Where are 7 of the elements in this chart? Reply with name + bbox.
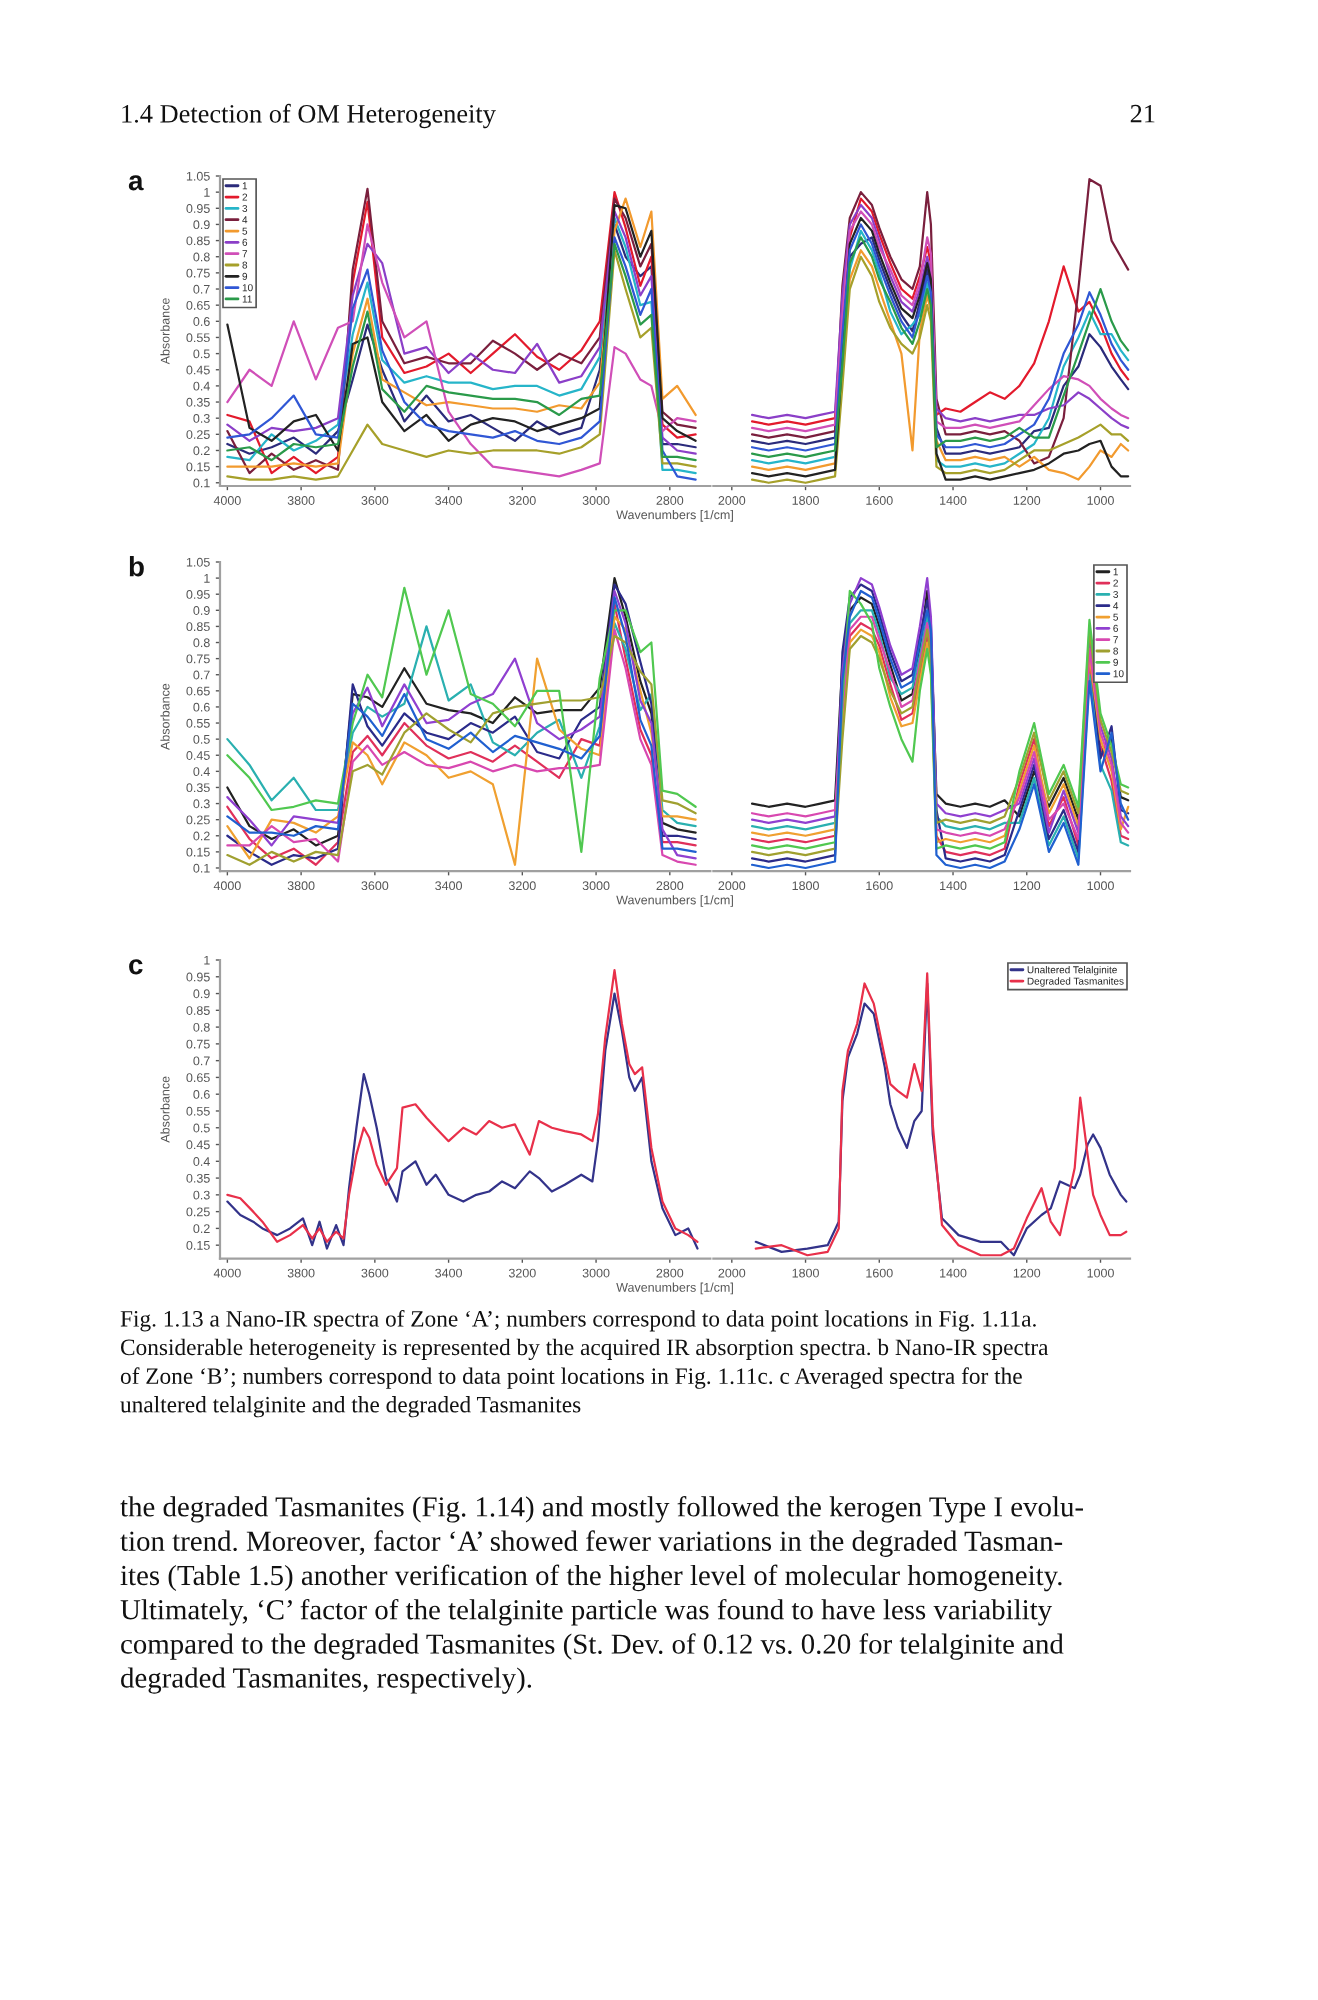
text: 21 [1130,104,1155,123]
text: the degraded Tasmanites (Fig. 1.14) and mostly followed the kerogen Type I evolu- tion trend. Moreover, factor ‘A’ showed fewer variations in the degraded Tasman- ites (Table 1.5) another verification of the higher level of molecular homogeneity. Ultimately, ‘C’ factor of the telalginite particle was found to have less variability compared to the degraded Tasmanites (St. Dev. of 0.12 vs. 0.20 for telalginite and degraded Tasmanites, respectively). [120,1496,1084,1694]
text: 1.4 Detection of OM Heterogeneity [122,103,496,129]
chart-title: b [129,556,144,577]
chart-title: a [128,175,144,191]
chart-title: c [129,959,143,975]
caption: Fig. 1.13 a Nano-IR spectra of Zone ‘A’; numbers correspond to data point locations in Fig. 1.11a. Considerable heterogeneity is represented by the acquired IR absorption spectra. b Nano-IR spectra of Zone ‘B’; numbers correspond to data point locations in Fig. 1.11c. c Averaged spectra for the unaltered telalginite and the degraded Tasmanites [120,1310,1049,1418]
